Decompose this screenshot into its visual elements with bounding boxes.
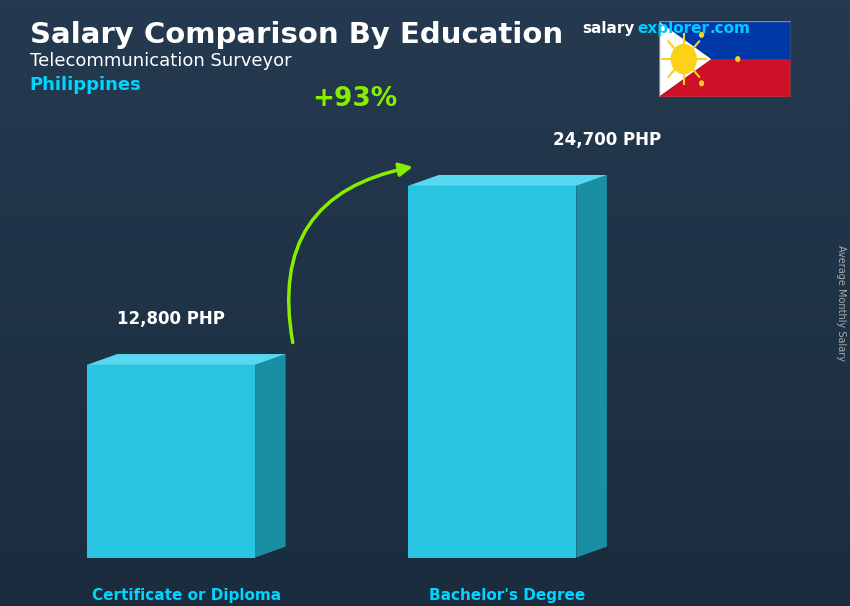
Text: .com: .com xyxy=(710,21,751,36)
Text: +93%: +93% xyxy=(312,85,397,112)
Polygon shape xyxy=(408,175,607,186)
Polygon shape xyxy=(408,186,576,558)
Text: 12,800 PHP: 12,800 PHP xyxy=(117,310,224,328)
Circle shape xyxy=(699,32,704,38)
Polygon shape xyxy=(576,175,607,558)
Text: Salary Comparison By Education: Salary Comparison By Education xyxy=(30,21,563,49)
Text: explorer: explorer xyxy=(638,21,710,36)
Circle shape xyxy=(671,44,697,75)
Circle shape xyxy=(735,56,740,62)
Text: Average Monthly Salary: Average Monthly Salary xyxy=(836,245,846,361)
Text: salary: salary xyxy=(582,21,635,36)
Text: Bachelor's Degree: Bachelor's Degree xyxy=(429,588,586,603)
Text: Philippines: Philippines xyxy=(30,76,141,94)
Polygon shape xyxy=(87,365,255,558)
Text: Telecommunication Surveyor: Telecommunication Surveyor xyxy=(30,52,292,70)
Text: 24,700 PHP: 24,700 PHP xyxy=(553,131,661,149)
Polygon shape xyxy=(87,354,286,365)
Polygon shape xyxy=(659,21,711,97)
Polygon shape xyxy=(659,21,790,59)
Circle shape xyxy=(699,81,704,87)
Polygon shape xyxy=(255,354,286,558)
Polygon shape xyxy=(659,59,790,97)
Text: Certificate or Diploma: Certificate or Diploma xyxy=(92,588,280,603)
